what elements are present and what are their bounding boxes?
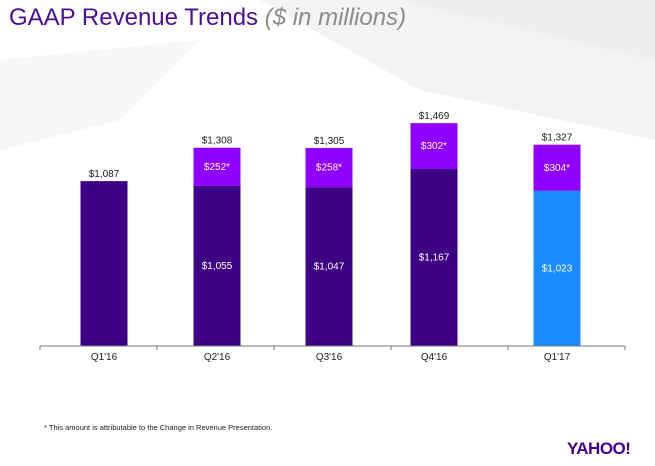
data-label-total: $1,469 (419, 111, 450, 122)
title-subtitle: ($ in millions) (264, 4, 407, 31)
yahoo-logo: YAHOO! (567, 439, 631, 458)
data-label-total: $1,305 (314, 136, 345, 147)
bar-base (410, 168, 458, 346)
data-label-base: $1,055 (202, 261, 233, 272)
data-label-total: $1,087 (89, 169, 120, 180)
data-label-presentation: $302* (421, 141, 447, 152)
data-label-presentation: $252* (204, 162, 230, 173)
data-label-total: $1,308 (202, 136, 233, 147)
bar-revenue-presentation (533, 144, 581, 191)
bar-revenue-presentation (305, 148, 353, 188)
bar-base (193, 185, 241, 346)
x-tick-label: Q4'16 (421, 352, 448, 363)
x-tick-label: Q3'16 (316, 352, 343, 363)
data-label-base: $1,047 (314, 262, 345, 273)
data-label-total: $1,327 (542, 133, 573, 144)
bar-base (533, 190, 581, 346)
x-tick-label: Q1'17 (544, 352, 571, 363)
page-title: GAAP Revenue Trends ($ in millions) (9, 3, 406, 33)
x-tick-label: Q1'16 (91, 352, 118, 363)
title-main: GAAP Revenue Trends (9, 4, 259, 31)
bar-base (80, 181, 128, 346)
bar-revenue-presentation (410, 123, 458, 169)
footnote: * This amount is attributable to the Cha… (44, 423, 273, 432)
bar-base (305, 187, 353, 346)
x-tick-label: Q2'16 (204, 352, 231, 363)
bar-revenue-presentation (193, 147, 241, 186)
data-label-presentation: $258* (316, 163, 342, 174)
data-label-base: $1,167 (419, 252, 450, 263)
data-label-base: $1,023 (542, 263, 573, 274)
data-label-presentation: $304* (544, 163, 570, 174)
